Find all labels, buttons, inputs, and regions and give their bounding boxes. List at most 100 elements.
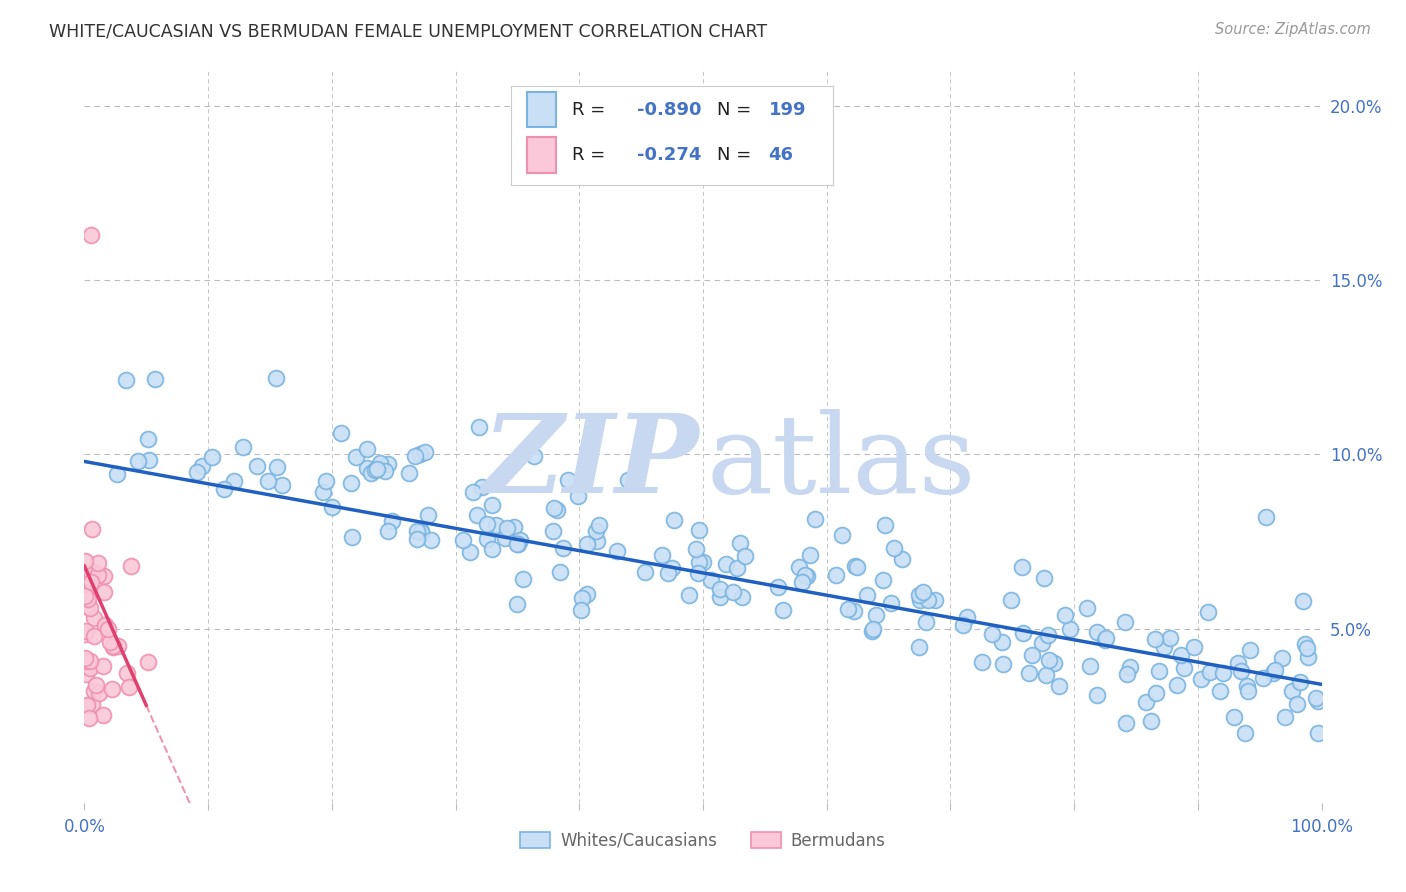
Point — [1146, 686, 1168, 700]
Point — [1211, 665, 1233, 680]
Text: Source: ZipAtlas.com: Source: ZipAtlas.com — [1215, 22, 1371, 37]
Point — [523, 449, 546, 463]
Point — [461, 485, 484, 500]
Point — [82, 697, 104, 711]
Point — [952, 618, 974, 632]
Point — [405, 532, 427, 546]
Point — [471, 480, 494, 494]
Point — [321, 500, 343, 514]
Point — [79, 570, 101, 584]
Point — [103, 639, 125, 653]
Point — [1292, 594, 1315, 608]
Point — [804, 512, 827, 526]
Point — [1271, 651, 1294, 665]
Point — [714, 557, 737, 571]
Point — [312, 484, 335, 499]
Point — [377, 457, 399, 471]
Point — [416, 508, 439, 522]
Point — [1294, 637, 1316, 651]
Point — [381, 515, 404, 529]
Point — [191, 459, 214, 474]
Point — [557, 473, 579, 487]
Point — [1078, 659, 1101, 673]
Point — [862, 622, 884, 636]
Point — [370, 456, 392, 470]
Point — [257, 475, 280, 489]
Point — [101, 682, 124, 697]
Point — [79, 710, 101, 724]
Point — [315, 474, 337, 488]
Point — [1115, 667, 1137, 681]
Point — [799, 548, 821, 562]
Point — [115, 665, 138, 680]
Point — [356, 461, 378, 475]
Point — [924, 592, 946, 607]
Point — [138, 432, 160, 446]
Point — [77, 592, 100, 607]
Point — [75, 654, 97, 668]
Point — [91, 708, 114, 723]
Point — [509, 533, 531, 548]
Point — [1085, 624, 1108, 639]
Point — [79, 566, 101, 580]
Point — [512, 572, 534, 586]
Point — [576, 587, 599, 601]
Point — [865, 608, 887, 623]
Point — [76, 593, 98, 607]
Point — [825, 568, 848, 582]
Point — [1209, 684, 1232, 698]
Point — [101, 640, 124, 654]
Point — [981, 627, 1004, 641]
Point — [907, 588, 929, 602]
Point — [366, 462, 388, 476]
Point — [413, 444, 436, 458]
Point — [1036, 627, 1059, 641]
Point — [120, 558, 142, 573]
Point — [75, 554, 97, 568]
Point — [634, 565, 657, 579]
Point — [685, 542, 707, 557]
Point — [80, 522, 103, 536]
Point — [1305, 690, 1327, 705]
Point — [908, 593, 931, 607]
Point — [546, 503, 568, 517]
Point — [481, 541, 503, 556]
Point — [330, 426, 353, 441]
Point — [75, 585, 97, 599]
Point — [661, 561, 683, 575]
Legend: Whites/Caucasians, Bermudans: Whites/Caucasians, Bermudans — [513, 825, 893, 856]
Point — [915, 615, 938, 629]
Point — [271, 477, 294, 491]
Point — [657, 566, 679, 580]
Point — [586, 534, 609, 549]
Point — [796, 568, 818, 582]
Point — [692, 555, 714, 569]
Point — [1094, 633, 1116, 648]
Point — [83, 629, 105, 643]
Point — [404, 449, 426, 463]
Point — [541, 524, 564, 538]
Point — [222, 475, 245, 489]
Point — [83, 683, 105, 698]
Point — [845, 560, 868, 574]
Point — [790, 574, 813, 589]
Point — [93, 569, 115, 583]
Point — [970, 656, 993, 670]
Point — [842, 605, 865, 619]
Point — [91, 659, 114, 673]
Point — [571, 591, 593, 605]
Point — [787, 560, 810, 574]
Point — [569, 602, 592, 616]
Point — [1119, 660, 1142, 674]
Point — [1011, 625, 1033, 640]
Point — [468, 420, 491, 434]
Point — [688, 566, 710, 580]
Point — [1223, 709, 1246, 723]
Point — [1144, 632, 1167, 646]
Point — [264, 371, 287, 385]
Point — [73, 627, 96, 641]
Point — [1236, 679, 1258, 693]
Point — [80, 574, 103, 589]
Point — [908, 640, 931, 654]
Point — [356, 442, 378, 456]
